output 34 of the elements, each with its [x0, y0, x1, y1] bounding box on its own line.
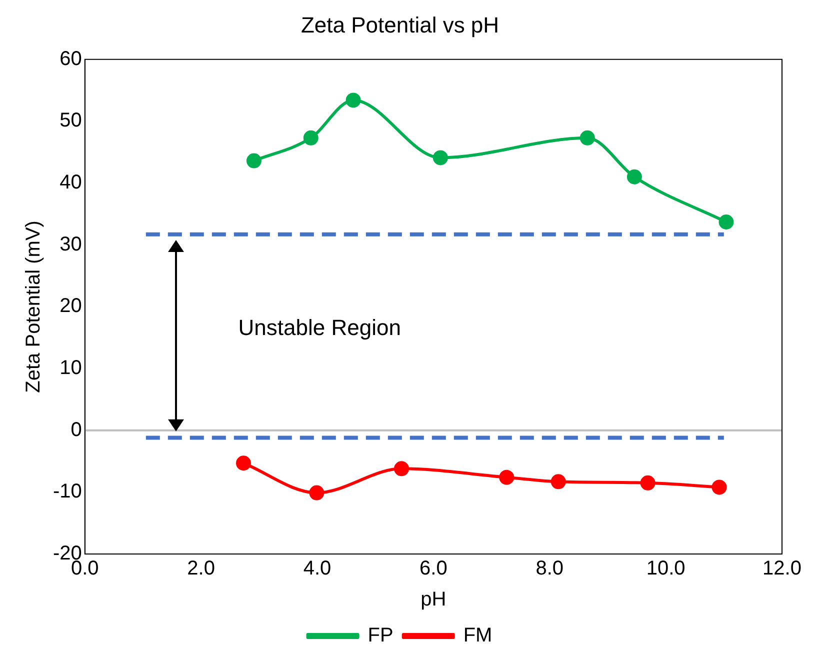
y-tick-label: 0	[70, 418, 82, 441]
point	[580, 130, 595, 146]
point	[309, 485, 324, 500]
annotation: Unstable Region	[238, 315, 401, 340]
y-tick-label: 10	[60, 357, 82, 380]
y-tick-label: 50	[60, 110, 82, 132]
point	[432, 150, 448, 166]
x-tick-label: 12.0	[762, 558, 802, 580]
point	[303, 130, 318, 146]
y-tick-label: 20	[60, 295, 82, 318]
point	[499, 470, 514, 485]
y-tick-label: -10	[53, 480, 82, 503]
x-tick-label: 8.0	[536, 558, 564, 580]
x-tick-label: 10.0	[646, 558, 686, 580]
chart-title: Zeta Potential vs pH	[300, 12, 500, 38]
x-tick-label: 4.0	[303, 558, 332, 580]
legend-label: FP	[368, 624, 394, 647]
point	[718, 214, 734, 230]
point	[346, 92, 361, 108]
point	[626, 169, 642, 184]
y-tick-label: 40	[60, 172, 82, 194]
x-tick-label: 2.0	[187, 558, 215, 580]
point	[236, 456, 251, 471]
point	[712, 480, 727, 495]
x-tick-label: 6.0	[420, 558, 448, 580]
point	[640, 475, 656, 490]
y-tick-label: 30	[60, 233, 82, 256]
legend-label: FM	[463, 624, 492, 647]
y-tick-label: 60	[60, 48, 82, 70]
x-axis-title: pH	[420, 588, 446, 611]
point	[246, 153, 262, 168]
point	[394, 461, 410, 476]
y-axis-title: Zeta Potential (mV)	[22, 220, 45, 393]
point	[550, 474, 566, 490]
